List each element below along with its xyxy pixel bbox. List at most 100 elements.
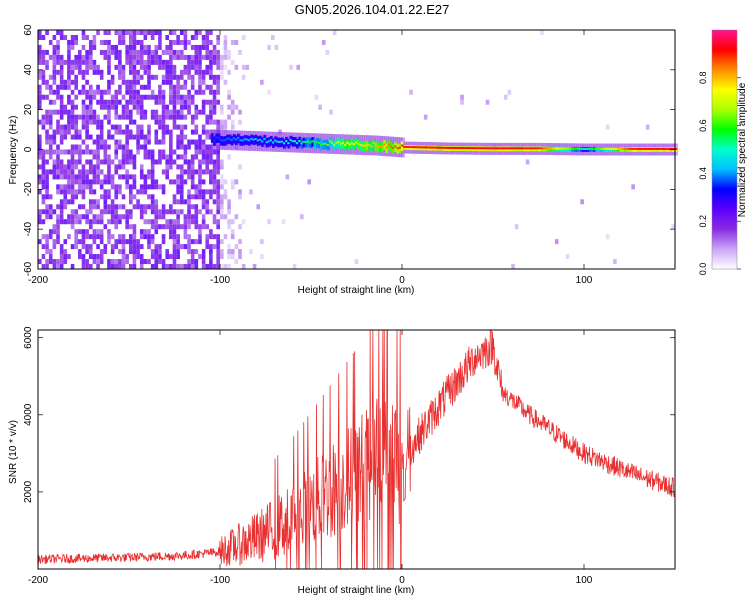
spectrogram-cell [96,219,100,225]
spectrogram-cell [103,249,108,255]
spectrogram-cell [201,109,206,115]
spectrogram-cell [110,214,115,220]
spectrogram-cell [56,264,60,270]
signal-peak [293,140,298,143]
chart-title: GN05.2026.104.01.22.E27 [295,2,450,17]
spectrogram-cell [154,44,159,50]
spectrogram-cell [118,204,122,210]
spectrogram-cell [56,30,60,35]
spectrogram-cell [121,64,126,70]
spectrogram-cell [107,64,111,70]
spectrogram-cell [41,164,46,170]
spectrogram-cell [161,259,166,265]
spectrogram-cell [201,249,206,255]
spectrogram-cell [183,244,188,250]
spectrogram-cell [125,144,129,150]
signal-peak [477,147,481,150]
spectrogram-cell [187,204,191,210]
spectrogram-cell [169,109,173,115]
spectrogram-cell [41,194,46,200]
spectrogram-cell [52,49,57,55]
spectrogram-cell [125,154,129,160]
spectrogram-cell [194,214,199,220]
spectrogram-cell [114,204,119,210]
spectrogram-cell [129,69,133,75]
spectrogram-cell [132,229,137,235]
spectrogram-cell [150,154,155,160]
spectrogram-cell [139,30,144,35]
spectrogram-cell [176,49,180,55]
spectrogram-cell [194,109,199,115]
spectrogram-cell [216,79,220,85]
spectrogram-cell [92,259,97,265]
spectrogram-cell [129,39,133,45]
spectrogram-cell [67,94,71,100]
spectrogram-cell [56,39,60,45]
spectrogram-cell [227,224,231,230]
spectrogram-cell [125,254,129,260]
spectrogram-cell [223,79,228,85]
spectrogram-y-tick-label: 60 [23,24,34,36]
spectrogram-cell [190,169,195,175]
spectrogram-cell [136,94,140,100]
spectrogram-cell [110,244,115,250]
spectrogram-cell [183,149,188,155]
snr-x-label: Height of straight line (km) [298,585,415,596]
signal-peak [647,147,651,150]
spectrogram-cell [118,84,122,90]
spectrogram-cell [59,169,64,175]
spectrogram-cell [74,149,78,155]
spectrogram-cell [129,154,133,160]
spectrogram-cell [45,114,49,120]
signal-peak [459,147,464,150]
spectrogram-cell [99,49,104,55]
spectrogram-cell [139,49,144,55]
spectrogram-cell [74,144,78,150]
spectrogram-cell [63,194,68,200]
spectrogram-cell [59,209,64,215]
signal-peak [662,147,667,150]
spectrogram-cell [143,259,148,265]
spectrogram-cell [187,89,191,95]
spectrogram-cell [260,79,264,85]
spectrogram-cell [613,259,617,265]
spectrogram-cell [158,244,162,250]
spectrogram-cell [172,234,177,240]
spectrogram-cell [190,139,195,145]
spectrogram-cell [92,254,97,260]
spectrogram-cell [45,149,49,155]
spectrogram-cell [56,59,60,65]
spectrogram-cell [70,189,75,195]
spectrogram-cell [67,149,71,155]
signal-peak [320,143,324,146]
spectrogram-cell [59,129,64,135]
spectrogram-cell [38,59,42,65]
spectrogram-cell [190,164,195,170]
spectrogram-cell [74,194,78,200]
signal-peak [263,138,267,141]
spectrogram-cell [38,189,42,195]
spectrogram-cell [179,164,184,170]
spectrogram-cell [52,209,57,215]
spectrogram-cell [121,264,126,270]
spectrogram-cell [212,89,217,95]
spectrogram-cell [183,134,188,140]
spectrogram-cell [220,179,224,185]
spectrogram-cell [118,239,122,245]
spectrogram-y-label: Frequency (Hz) [8,116,19,185]
spectrogram-cell [223,54,228,60]
spectrogram-cell [136,104,140,110]
signal-peak [654,147,658,150]
spectrogram-cell [110,174,115,180]
signal-peak [254,137,258,140]
spectrogram-cell [205,239,210,245]
spectrogram-cell [183,124,188,130]
spectrogram-cell [234,64,239,70]
spectrogram-cell [121,249,126,255]
spectrogram-cell [125,214,129,220]
spectrogram-cell [107,259,111,265]
spectrogram-cell [220,264,224,270]
spectrogram-cell [63,149,68,155]
spectrogram-cell [169,264,173,270]
signal-peak [306,140,311,143]
